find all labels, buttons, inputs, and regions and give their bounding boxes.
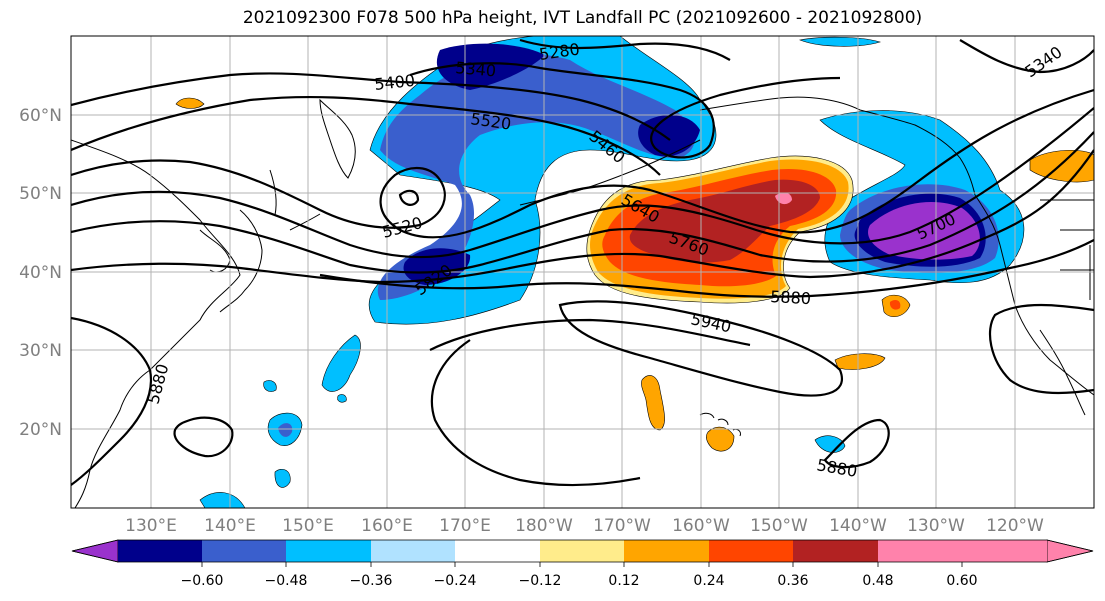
contour-line <box>823 418 890 469</box>
colorbar-tick-label: 0.36 <box>777 573 808 589</box>
coastline-asia <box>71 139 241 508</box>
map-plot-area: 5280 5340 5400 5520 5460 5640 5760 5880 … <box>71 36 1094 508</box>
ivt-negative-region <box>377 54 695 300</box>
contour-line <box>71 95 661 176</box>
colorbar-segment <box>540 540 624 562</box>
ivt-positive-region <box>834 353 886 370</box>
contour-line <box>429 318 751 351</box>
lon-label: 180°W <box>515 516 573 536</box>
contour-line <box>71 107 1094 259</box>
colorbar-segment <box>202 540 286 562</box>
colorbar-segment <box>962 540 1047 562</box>
contour-line <box>71 88 1094 239</box>
contour-line <box>71 72 671 141</box>
coastline-usa-borders <box>1040 199 1094 300</box>
lon-label: 170°W <box>593 516 651 536</box>
contour-line <box>988 303 1094 395</box>
contour-label: 5340 <box>455 58 497 80</box>
colorbar-tick-label: −0.12 <box>519 573 562 589</box>
colorbar-segment <box>455 540 540 562</box>
lon-label: 150°E <box>282 516 334 536</box>
contour-line <box>319 239 1094 298</box>
ivt-positive-region <box>706 426 735 452</box>
colorbar-segment <box>878 540 962 562</box>
colorbar: −0.60 −0.48 −0.36 −0.24 −0.12 0.12 0.24 … <box>71 539 1094 589</box>
ivt-positive-region <box>1029 149 1094 183</box>
longitude-labels: 130°E 140°E 150°E 160°E 170°E 180°W 170°… <box>125 516 1044 536</box>
lat-label: 60°N <box>19 106 62 126</box>
lon-label: 140°W <box>829 516 887 536</box>
coastline-baja <box>1039 329 1086 416</box>
ivt-negative-region <box>436 43 545 90</box>
lon-label: 160°E <box>361 516 413 536</box>
ivt-negative-region <box>278 423 293 437</box>
colorbar-segment <box>286 540 371 562</box>
ivt-negative-region <box>798 36 882 47</box>
lon-label: 130°W <box>907 516 965 536</box>
colorbar-tick-label: −0.36 <box>350 573 393 589</box>
colorbar-tick-label: −0.48 <box>265 573 308 589</box>
latitude-labels: 60°N 50°N 40°N 30°N 20°N <box>19 106 62 440</box>
lon-label: 160°W <box>672 516 730 536</box>
height-contours <box>71 38 1094 487</box>
contour-line <box>71 316 153 486</box>
colorbar-tick-labels: −0.60 −0.48 −0.36 −0.24 −0.12 0.12 0.24 … <box>181 573 978 589</box>
colorbar-ticks <box>201 562 963 567</box>
ivt-positive-region <box>889 300 901 310</box>
contour-line <box>558 300 843 397</box>
lat-label: 40°N <box>19 263 62 283</box>
contour-line <box>519 38 731 61</box>
colorbar-tick-label: 0.24 <box>693 573 724 589</box>
colorbar-tick-label: 0.48 <box>862 573 893 589</box>
ivt-negative-region <box>321 334 361 392</box>
lat-label: 50°N <box>19 184 62 204</box>
contour-line <box>430 339 641 487</box>
ivt-positive-region <box>641 375 665 431</box>
colorbar-segment <box>624 540 709 562</box>
colorbar-extend-max <box>1046 539 1094 563</box>
ivt-negative-region <box>868 201 980 260</box>
colorbar-segment <box>709 540 793 562</box>
lon-label: 120°W <box>986 516 1044 536</box>
colorbar-extend-min <box>71 539 119 563</box>
contour-line <box>398 189 420 206</box>
contour-line <box>409 62 841 159</box>
contour-label: 5880 <box>770 287 812 308</box>
contour-label: 5400 <box>373 71 415 94</box>
graticule <box>71 36 1094 508</box>
ivt-negative-region <box>263 380 277 392</box>
map-title: 2021092300 F078 500 hPa height, IVT Land… <box>242 8 923 28</box>
contour-line <box>71 131 1094 274</box>
ivt-positive-region <box>175 97 205 109</box>
ivt-negative-region <box>274 469 291 488</box>
contour-line <box>959 39 1094 74</box>
colorbar-tick-label: 0.12 <box>608 573 639 589</box>
lon-label: 140°E <box>204 516 256 536</box>
colorbar-segment <box>371 540 455 562</box>
contour-line <box>71 149 1094 284</box>
lon-label: 150°W <box>750 516 808 536</box>
lat-label: 20°N <box>19 420 62 440</box>
colorbar-segment <box>118 540 202 562</box>
colorbar-tick-label: 0.60 <box>946 573 977 589</box>
lon-label: 130°E <box>125 516 177 536</box>
ivt-negative-region <box>337 394 347 403</box>
map-frame <box>70 35 1095 509</box>
lon-label: 170°E <box>439 516 491 536</box>
contour-line <box>173 416 234 458</box>
coastline-kamchatka <box>319 98 356 179</box>
colorbar-tick-label: −0.24 <box>434 573 477 589</box>
colorbar-segment <box>793 540 878 562</box>
lat-label: 30°N <box>19 341 62 361</box>
colorbar-outline <box>71 539 1094 563</box>
colorbar-tick-label: −0.60 <box>181 573 224 589</box>
